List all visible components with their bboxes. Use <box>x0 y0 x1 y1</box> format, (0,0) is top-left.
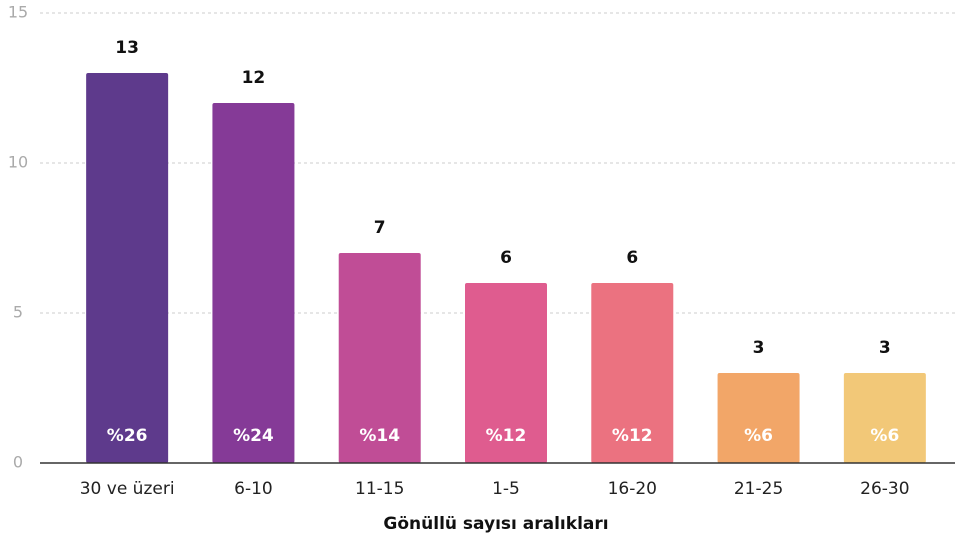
percentage-label: %12 <box>612 426 653 446</box>
x-tick-label: 6-10 <box>234 479 273 499</box>
value-label: 12 <box>242 68 266 88</box>
bar <box>843 373 926 463</box>
bar <box>338 253 421 463</box>
x-axis-label: Gönüllü sayısı aralıkları <box>383 514 608 534</box>
y-tick-label: 5 <box>13 303 23 322</box>
percentage-label: %6 <box>744 426 773 446</box>
bar <box>591 283 674 463</box>
y-tick-label: 10 <box>8 153 28 172</box>
x-tick-label: 11-15 <box>355 479 404 499</box>
value-label: 6 <box>500 248 512 268</box>
percentage-label: %26 <box>107 426 148 446</box>
x-tick-label: 30 ve üzeri <box>80 479 175 499</box>
value-label: 3 <box>753 338 765 358</box>
y-tick-label: 15 <box>8 3 28 22</box>
x-tick-label: 21-25 <box>734 479 783 499</box>
bar <box>86 73 169 463</box>
x-tick-label: 1-5 <box>492 479 520 499</box>
y-tick-label: 0 <box>13 453 23 472</box>
percentage-label: %14 <box>359 426 400 446</box>
value-label: 6 <box>626 248 638 268</box>
bar <box>465 283 547 463</box>
x-tick-label: 16-20 <box>608 479 657 499</box>
bar <box>717 373 800 463</box>
x-tick-label: 26-30 <box>860 479 909 499</box>
percentage-label: %6 <box>870 426 899 446</box>
value-label: 13 <box>115 38 139 58</box>
percentage-label: %12 <box>486 426 527 446</box>
percentage-label: %24 <box>233 426 274 446</box>
value-label: 7 <box>374 218 386 238</box>
value-label: 3 <box>879 338 891 358</box>
bar <box>212 103 295 463</box>
